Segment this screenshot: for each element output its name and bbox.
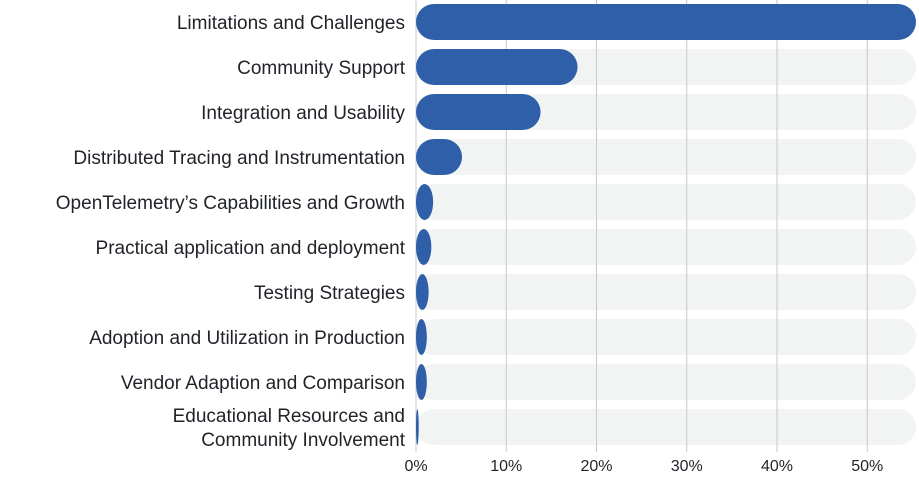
bar (416, 184, 434, 220)
bar-track (416, 364, 916, 400)
bar (416, 49, 578, 85)
category-label: Educational Resources and Community Invol… (173, 406, 406, 451)
category-label: Testing Strategies (254, 283, 405, 304)
bar-track (416, 184, 916, 220)
x-tick-label: 20% (580, 458, 612, 475)
x-tick-label: 10% (490, 458, 522, 475)
bar-track (416, 274, 916, 310)
x-tick-label: 50% (851, 458, 883, 475)
category-label: Integration and Usability (201, 103, 405, 124)
x-tick-label: 40% (761, 458, 793, 475)
bar-track (416, 319, 916, 355)
bar-track (416, 229, 916, 265)
x-tick-label: 0% (404, 458, 427, 475)
category-label: Distributed Tracing and Instrumentation (73, 148, 405, 169)
category-label: OpenTelemetry’s Capabilities and Growth (56, 193, 405, 214)
category-label: Community Support (237, 58, 406, 79)
category-label: Limitations and Challenges (177, 13, 405, 34)
bar (416, 4, 916, 40)
category-label: Practical application and deployment (96, 238, 406, 259)
bar-track (416, 139, 916, 175)
x-tick-label: 30% (671, 458, 703, 475)
bar (416, 139, 463, 175)
bar (416, 364, 427, 400)
bar (416, 319, 427, 355)
category-label: Vendor Adaption and Comparison (121, 373, 405, 394)
bar-track (416, 409, 916, 445)
category-label: Adoption and Utilization in Production (89, 328, 405, 349)
bar (416, 94, 541, 130)
bar (416, 274, 429, 310)
bar (416, 409, 419, 445)
bar (416, 229, 432, 265)
bar-track (416, 94, 916, 130)
